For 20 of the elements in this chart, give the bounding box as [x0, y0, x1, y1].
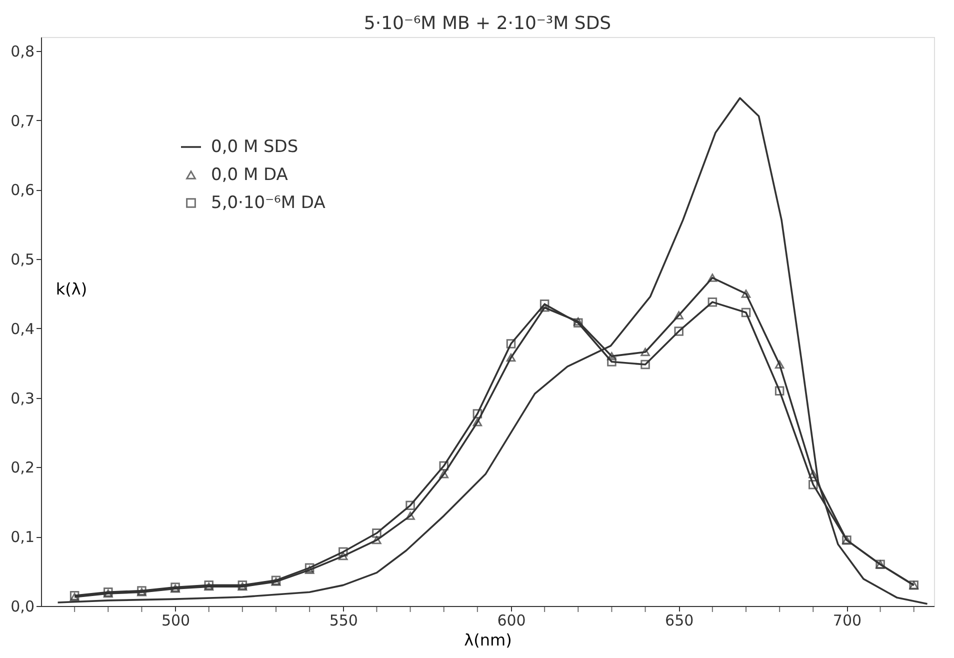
x-tick-label: 500 [161, 612, 190, 630]
x-tick-label: 650 [665, 612, 694, 630]
y-tick-label: 0,6 [10, 181, 34, 200]
x-axis-title: λ(nm) [464, 630, 512, 650]
x-tick-label: 700 [832, 612, 862, 630]
y-tick-label: 0,2 [10, 458, 34, 477]
y-tick-label: 0,0 [10, 598, 34, 616]
y-tick-label: 0,3 [10, 389, 34, 408]
legend-label: 0,0 M DA [211, 165, 288, 185]
legend-label: 5,0·10⁻⁶M DA [211, 193, 326, 213]
y-tick-label: 0,7 [10, 112, 34, 130]
y-tick-label: 0,5 [10, 250, 34, 269]
y-tick-label: 0,8 [10, 42, 34, 60]
x-tick-label: 550 [329, 612, 358, 630]
legend-label: 0,0 M SDS [211, 137, 298, 157]
chart-title: 5·10⁻⁶M MB + 2·10⁻³M SDS [364, 13, 612, 34]
y-tick-label: 0,4 [10, 320, 34, 338]
y-axis-title: k(λ) [56, 280, 88, 298]
x-tick-label: 600 [497, 612, 526, 630]
y-tick-label: 0,1 [10, 528, 34, 546]
